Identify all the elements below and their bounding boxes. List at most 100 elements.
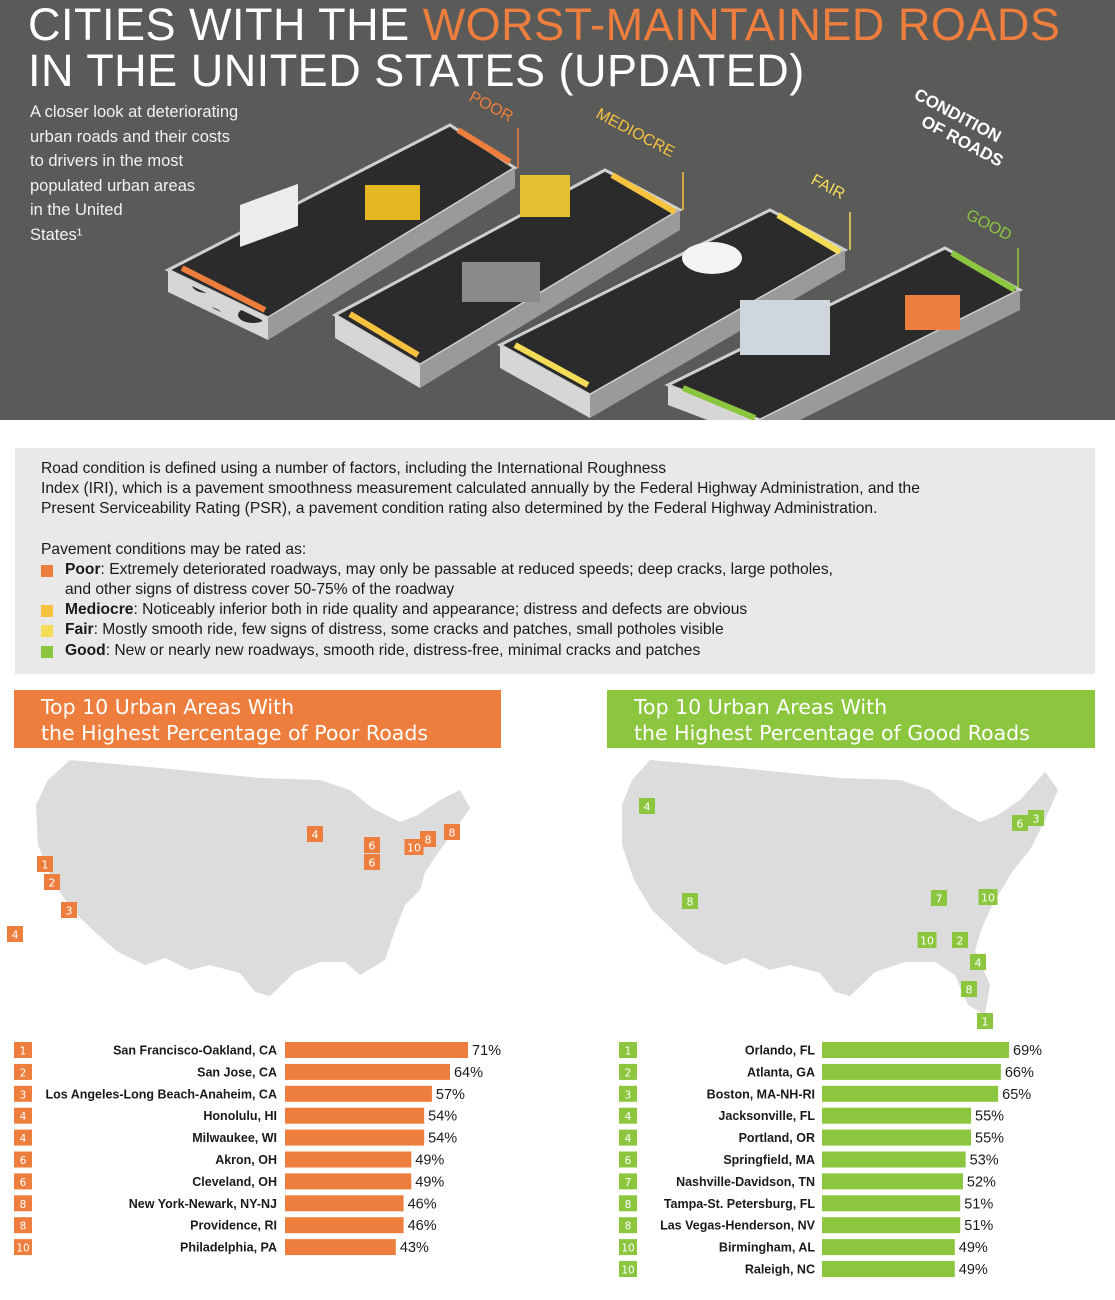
map-marker-label: 1 bbox=[982, 1016, 989, 1029]
map-marker bbox=[61, 902, 77, 918]
rank-label: 3 bbox=[20, 1089, 27, 1101]
bar bbox=[285, 1063, 450, 1080]
title-accent: WORST-MAINTAINED ROADS bbox=[422, 0, 1061, 50]
category-label: Milwaukee, WI bbox=[192, 1131, 277, 1145]
map-marker bbox=[1012, 815, 1028, 831]
condition-fair: Fair: Mostly smooth ride, few signs of d… bbox=[41, 620, 1069, 640]
rank-label: 8 bbox=[625, 1199, 632, 1211]
map-marker bbox=[961, 981, 977, 997]
value-label: 69% bbox=[1013, 1043, 1042, 1059]
bar bbox=[822, 1042, 1009, 1058]
map-marker bbox=[37, 856, 53, 872]
map-marker-label: 4 bbox=[644, 801, 651, 814]
definition-box: Road condition is defined using a number… bbox=[15, 448, 1095, 674]
map-marker-label: 1 bbox=[42, 859, 49, 872]
rank-label: 4 bbox=[625, 1111, 632, 1123]
value-label: 57% bbox=[436, 1087, 465, 1103]
category-label: San Jose, CA bbox=[197, 1065, 277, 1079]
rank-badge bbox=[619, 1129, 637, 1146]
rank-badge bbox=[619, 1195, 637, 1212]
bar bbox=[822, 1107, 972, 1124]
category-label: New York-Newark, NY-NJ bbox=[129, 1197, 277, 1211]
bar bbox=[285, 1085, 432, 1102]
map-marker-label: 10 bbox=[920, 935, 934, 948]
value-label: 66% bbox=[1005, 1065, 1034, 1081]
rank-badge bbox=[619, 1063, 637, 1080]
condition-poor: Poor: Extremely deteriorated roadways, m… bbox=[41, 560, 1069, 600]
rank-label: 8 bbox=[625, 1221, 632, 1233]
category-label: Portland, OR bbox=[739, 1131, 815, 1145]
rank-badge bbox=[14, 1173, 32, 1190]
map-marker-label: 8 bbox=[449, 827, 456, 840]
map-marker-label: 6 bbox=[1017, 818, 1024, 831]
map-marker-label: 7 bbox=[936, 893, 943, 906]
map-markers-poor: 12 3 4 4 6 6 8 8 10 bbox=[7, 824, 460, 942]
rank-label: 2 bbox=[625, 1067, 632, 1079]
map-marker bbox=[7, 926, 23, 942]
category-label: Cleveland, OH bbox=[192, 1175, 277, 1189]
fair-swatch-icon bbox=[41, 625, 53, 638]
rank-label: 10 bbox=[621, 1265, 634, 1277]
value-label: 52% bbox=[967, 1174, 996, 1190]
map-marker bbox=[970, 954, 986, 970]
road-condition-illustration: POOR MEDIOCRE FAIR GOOD CONDITION OF ROA… bbox=[164, 85, 1024, 420]
category-label: Providence, RI bbox=[190, 1219, 277, 1233]
value-label: 71% bbox=[472, 1043, 501, 1059]
bar bbox=[822, 1173, 963, 1190]
bar bbox=[285, 1042, 468, 1058]
rank-label: 6 bbox=[625, 1155, 632, 1167]
map-marker-label: 8 bbox=[966, 984, 973, 997]
rank-label: 2 bbox=[20, 1067, 27, 1079]
map-marker-label: 4 bbox=[975, 957, 982, 970]
value-label: 46% bbox=[408, 1196, 437, 1212]
map-marker bbox=[977, 1013, 993, 1029]
road-segment-fair bbox=[496, 208, 849, 418]
bar-chart-poor: 1 San Francisco-Oakland, CA 71% 2 San Jose, … bbox=[14, 1042, 501, 1256]
map-marker bbox=[1028, 810, 1044, 826]
map-markers-good: 1 2 3 4 4 6 7 8 8 10 10 bbox=[639, 798, 1044, 1029]
map-marker-label: 8 bbox=[425, 834, 432, 847]
subtitle: A closer look at deteriorating urban roa… bbox=[30, 103, 239, 244]
rank-label: 10 bbox=[621, 1243, 634, 1255]
value-label: 53% bbox=[970, 1153, 999, 1169]
rank-label: 3 bbox=[625, 1089, 632, 1101]
map-marker bbox=[952, 932, 968, 948]
rank-label: 6 bbox=[20, 1155, 27, 1167]
value-label: 49% bbox=[415, 1153, 444, 1169]
rank-label: 1 bbox=[20, 1046, 27, 1058]
map-marker-label: 4 bbox=[12, 929, 19, 942]
category-label: Las Vegas-Henderson, NV bbox=[660, 1219, 816, 1233]
bar bbox=[822, 1085, 999, 1102]
hero-banner: POOR MEDIOCRE FAIR GOOD CONDITION OF ROA… bbox=[0, 0, 1115, 420]
rank-badge bbox=[14, 1239, 32, 1256]
value-label: 43% bbox=[400, 1240, 429, 1256]
rank-badge bbox=[619, 1085, 637, 1102]
rank-label: 7 bbox=[625, 1177, 632, 1189]
condition-mediocre: Mediocre: Noticeably inferior both in ri… bbox=[41, 600, 1069, 620]
rank-badge bbox=[14, 1195, 32, 1212]
map-marker bbox=[44, 874, 60, 890]
rank-badge bbox=[14, 1151, 32, 1168]
road-segment-mediocre bbox=[331, 168, 684, 388]
value-label: 65% bbox=[1002, 1087, 1031, 1103]
bar-chart-good: 1 Orlando, FL 69% 2 Atlanta, GA 66% 3 Boston, M… bbox=[619, 1042, 1042, 1278]
category-label: Tampa-St. Petersburg, FL bbox=[664, 1197, 816, 1211]
category-label: Atlanta, GA bbox=[747, 1065, 815, 1079]
bar bbox=[822, 1195, 961, 1212]
map-marker bbox=[682, 893, 698, 909]
value-label: 49% bbox=[959, 1240, 988, 1256]
category-label: Los Angeles-Long Beach-Anaheim, CA bbox=[45, 1087, 277, 1101]
value-label: 49% bbox=[959, 1262, 988, 1278]
bar bbox=[285, 1195, 404, 1212]
rank-badge bbox=[619, 1042, 637, 1058]
bar bbox=[285, 1129, 425, 1146]
map-marker bbox=[404, 839, 424, 855]
rank-label: 4 bbox=[20, 1133, 27, 1145]
poor-swatch-icon bbox=[41, 564, 53, 577]
bar bbox=[822, 1151, 966, 1168]
mediocre-swatch-icon bbox=[41, 605, 53, 618]
bar bbox=[285, 1151, 412, 1168]
rank-label: 1 bbox=[625, 1046, 632, 1058]
value-label: 49% bbox=[415, 1174, 444, 1190]
